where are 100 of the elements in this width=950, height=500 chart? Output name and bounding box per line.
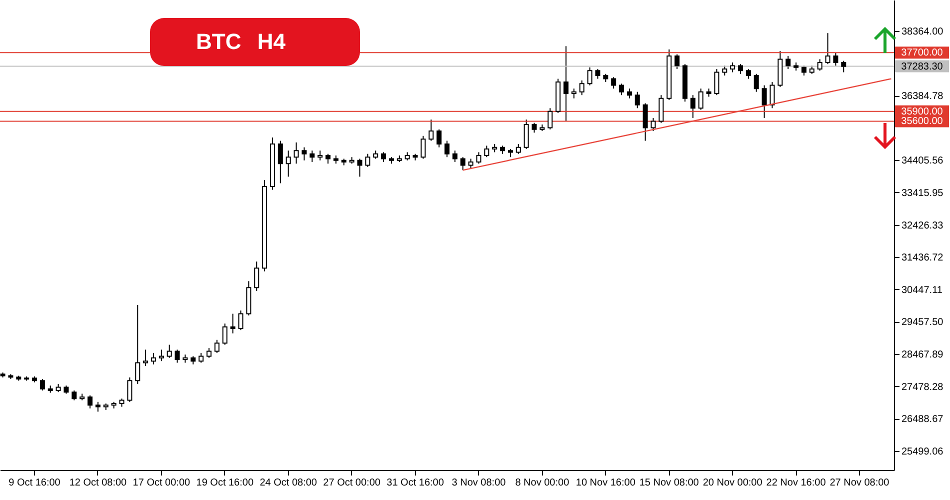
x-tick-label: 12 Oct 08:00: [69, 478, 128, 488]
candlestick: [548, 108, 553, 130]
candlestick: [524, 119, 529, 150]
x-tick-label: 10 Nov 16:00: [576, 478, 636, 488]
candlestick: [278, 140, 283, 184]
candlestick: [365, 153, 370, 168]
candlestick: [722, 65, 728, 76]
candlestick: [650, 117, 656, 132]
y-tick-label: 38364.00: [902, 26, 944, 38]
candlestick: [841, 60, 846, 73]
title-badge: BTC H4: [150, 18, 360, 66]
candlestick: [674, 54, 680, 70]
candlestick: [642, 102, 648, 142]
x-tick-label: 19 Oct 16:00: [196, 478, 254, 488]
candlestick: [730, 62, 736, 73]
candlestick: [595, 68, 600, 80]
candlestick: [516, 144, 521, 154]
candlestick: [746, 68, 751, 80]
candlestick: [381, 152, 386, 163]
y-tick-label: 34405.56: [902, 156, 944, 167]
y-tick-label: 32426.33: [902, 220, 944, 232]
candlestick: [738, 64, 744, 74]
y-tick-label: 27478.28: [902, 382, 944, 393]
candlestick: [579, 80, 584, 96]
candlestick: [571, 88, 576, 99]
candlestick: [198, 352, 204, 364]
candlestick: [611, 76, 616, 90]
candlestick: [626, 88, 632, 99]
candlestick: [238, 310, 244, 331]
candlestick: [143, 349, 148, 366]
candlestick: [619, 83, 624, 96]
y-tick-label: 28467.89: [902, 349, 944, 360]
candlestick: [158, 349, 164, 362]
ref-line-label: 37700.00: [901, 48, 944, 59]
candlestick: [95, 401, 100, 412]
candlestick: [563, 46, 568, 122]
candlestick: [833, 52, 838, 66]
x-tick-label: 24 Oct 08:00: [260, 478, 318, 488]
candlestick: [174, 349, 180, 364]
candlestick: [294, 142, 299, 164]
candlestick: [658, 94, 664, 124]
candlestick: [476, 152, 482, 164]
candlestick: [326, 153, 331, 164]
candlestick: [318, 150, 323, 161]
candlestick: [452, 150, 458, 163]
candlestick: [214, 339, 220, 354]
candlestick: [698, 88, 704, 110]
candlestick: [420, 135, 426, 160]
x-tick-label: 31 Oct 16:00: [386, 478, 444, 488]
candlestick: [222, 323, 228, 346]
x-tick-label: 3 Nov 08:00: [452, 478, 506, 488]
candlestick: [428, 119, 434, 142]
candlestick: [468, 158, 474, 170]
y-tick-label: 25499.06: [902, 446, 944, 458]
candlestick: [135, 304, 140, 384]
candlestick: [484, 145, 490, 158]
candlestick: [230, 313, 236, 334]
candlestick: [690, 94, 696, 118]
x-tick-label: 8 Nov 00:00: [515, 478, 570, 488]
candlestick: [357, 158, 362, 178]
candlestick: [762, 84, 767, 118]
y-tick-label: 36384.78: [902, 91, 944, 102]
candlestick: [310, 150, 315, 163]
candlestick: [286, 150, 291, 178]
x-tick-label: 27 Oct 00:00: [323, 478, 381, 488]
candlestick: [302, 146, 307, 161]
candlestick: [206, 348, 212, 358]
candlestick: [587, 66, 592, 86]
candlestick: [436, 128, 442, 148]
x-tick-label: 15 Nov 08:00: [639, 478, 700, 488]
y-tick-label: 29457.50: [902, 317, 944, 328]
candlestick: [150, 352, 156, 365]
candlestick: [786, 55, 791, 70]
candlestick: [825, 32, 830, 65]
candlestick: [444, 140, 450, 158]
y-tick-label: 26488.67: [902, 414, 944, 426]
candlestick: [40, 378, 45, 391]
candlestick: [127, 376, 132, 402]
candlestick: [801, 65, 806, 76]
x-tick-label: 27 Nov 08:00: [830, 478, 890, 488]
y-tick-label: 33415.95: [902, 188, 944, 199]
x-tick-label: 9 Oct 16:00: [8, 478, 61, 488]
candlestick: [460, 156, 466, 171]
candlestick: [254, 261, 260, 292]
candlestick: [532, 122, 537, 134]
ref-line-label: 35600.00: [901, 116, 944, 128]
y-tick-label: 31436.72: [902, 252, 944, 264]
x-tick-label: 17 Oct 00:00: [132, 478, 190, 488]
ref-line-label: 37283.30: [901, 61, 944, 72]
candlestick: [88, 394, 93, 409]
x-tick-label: 22 Nov 16:00: [766, 478, 826, 488]
candlestick: [166, 344, 172, 358]
x-tick-label: 20 Nov 00:00: [702, 478, 763, 488]
candlestick: [714, 68, 720, 96]
ref-line-label: 35900.00: [901, 106, 944, 118]
candlestick: [817, 58, 822, 72]
candlestick: [770, 82, 775, 109]
candlestick: [72, 390, 77, 401]
candlestick: [634, 91, 640, 109]
y-tick-label: 30447.11: [902, 284, 943, 296]
